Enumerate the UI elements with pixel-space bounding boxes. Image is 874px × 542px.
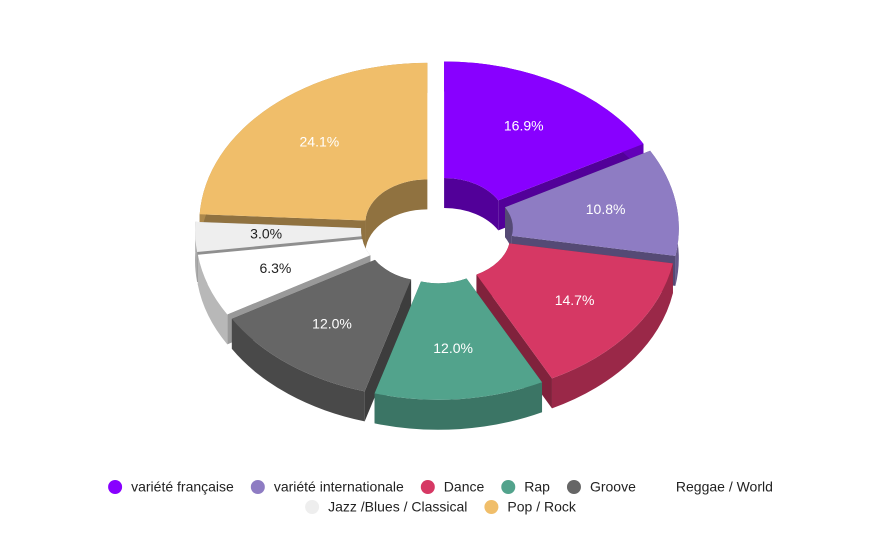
slice-top [199, 62, 428, 221]
legend-marker [501, 480, 516, 494]
slice-label: 3.0% [250, 226, 282, 242]
slice-top [195, 221, 362, 252]
slice-outer-wall [374, 382, 543, 430]
legend-label: variété internationale [274, 479, 404, 495]
legend-label: Rap [524, 479, 550, 495]
legend-marker [566, 480, 581, 494]
legend-label: Reggae / World [676, 479, 773, 495]
legend-label: Groove [590, 479, 636, 495]
slice: 24.1% [199, 62, 428, 251]
slice: 12.0% [374, 278, 543, 430]
legend-label: Jazz /Blues / Classical [328, 499, 467, 515]
slice-top [197, 239, 371, 315]
legend-marker [250, 480, 265, 494]
slice-top [476, 243, 673, 379]
legend-marker [652, 480, 667, 494]
legend-item: Jazz /Blues / Classical [305, 499, 467, 515]
slice-top [231, 259, 412, 392]
legend-marker [305, 500, 320, 514]
legend-label: Dance [444, 479, 485, 495]
slice-outer-wall [551, 263, 673, 409]
slice-label: 12.0% [312, 315, 352, 331]
legend-label: Pop / Rock [507, 499, 576, 515]
legend-item: Dance [420, 479, 485, 495]
slice-side-face [364, 279, 412, 422]
slice-inner-wall [365, 179, 428, 251]
slice-outer-wall [197, 254, 228, 345]
slice-label: 14.7% [555, 292, 595, 308]
slice-label: 10.8% [586, 201, 626, 217]
slice-outer-wall [195, 221, 198, 282]
legend-item: variété internationale [250, 479, 404, 495]
slice-label: 6.3% [259, 260, 291, 276]
legend-item: Pop / Rock [484, 499, 577, 515]
legend-item: Groove [566, 479, 636, 495]
slice-outer-wall [231, 318, 365, 422]
legend-item: variété française [108, 479, 234, 495]
slice-label: 16.9% [504, 117, 544, 133]
legend-item: Reggae / World [652, 479, 773, 495]
slice-label: 12.0% [433, 340, 473, 356]
legend-item: Rap [501, 479, 550, 495]
slice-inner-wall [444, 178, 499, 231]
legend-marker [484, 500, 499, 514]
slice: 12.0% [231, 259, 412, 422]
slice-top [505, 150, 679, 256]
legend-label: variété française [131, 479, 234, 495]
legend-marker [108, 480, 123, 494]
slice-label: 24.1% [300, 134, 340, 150]
legend-marker [420, 480, 435, 494]
slice-top [444, 61, 644, 201]
slice-top [374, 278, 543, 400]
